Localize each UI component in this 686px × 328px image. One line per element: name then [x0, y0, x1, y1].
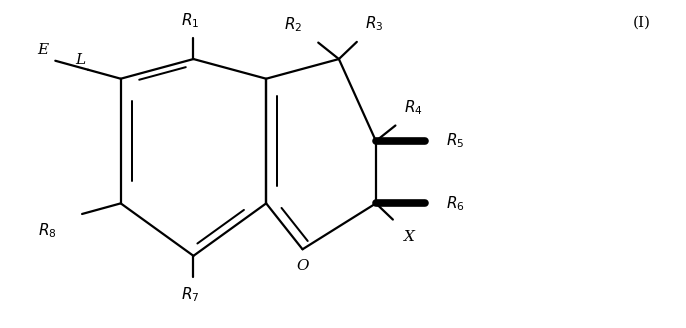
Text: $R_1$: $R_1$	[181, 11, 199, 30]
Text: O: O	[296, 259, 309, 273]
Text: (I): (I)	[632, 16, 650, 30]
Text: $R_3$: $R_3$	[364, 14, 383, 33]
Text: $R_4$: $R_4$	[404, 98, 423, 117]
Text: $R_6$: $R_6$	[446, 194, 464, 213]
Text: L: L	[75, 53, 85, 67]
Text: $R_2$: $R_2$	[284, 15, 303, 34]
Text: X: X	[404, 230, 415, 244]
Text: $R_8$: $R_8$	[38, 221, 57, 240]
Text: $R_7$: $R_7$	[181, 285, 199, 304]
Text: E: E	[37, 44, 49, 57]
Text: $R_5$: $R_5$	[446, 132, 464, 151]
